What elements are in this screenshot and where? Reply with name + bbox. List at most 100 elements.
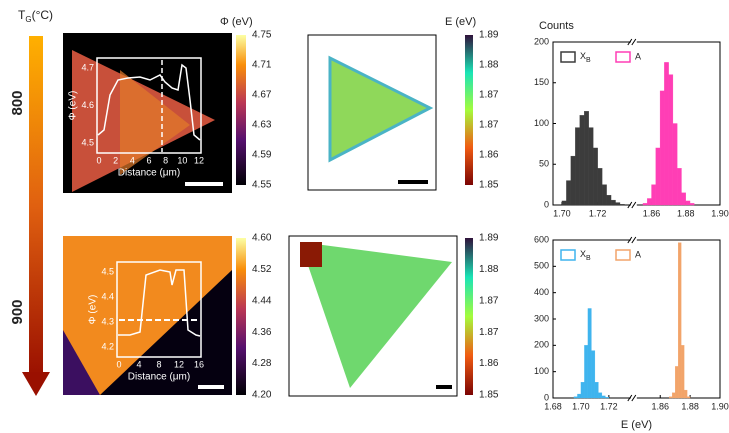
break-mark bbox=[627, 394, 633, 402]
profile-line bbox=[118, 269, 201, 337]
colorbar-tick-label: 1.87 bbox=[479, 327, 499, 338]
histogram-bar bbox=[591, 350, 596, 399]
histogram-bar bbox=[669, 396, 673, 399]
y-tick-label: 150 bbox=[534, 77, 549, 87]
x-tick-label: 1.88 bbox=[677, 208, 695, 218]
histogram-bar bbox=[642, 203, 648, 206]
legend-label: XB bbox=[580, 51, 591, 63]
break-mark bbox=[631, 394, 637, 402]
colorbar bbox=[236, 35, 246, 185]
colorbar-tick-label: 4.67 bbox=[252, 90, 272, 101]
x-tick-label: 1.88 bbox=[681, 401, 699, 411]
colorbar-tick-label: 1.88 bbox=[479, 60, 499, 71]
colorbar-tick-label: 4.63 bbox=[252, 120, 272, 131]
colorbar bbox=[465, 35, 473, 185]
scale-bar bbox=[436, 385, 452, 389]
profile-x-tick: 12 bbox=[194, 155, 204, 165]
colorbar-tick-label: 1.87 bbox=[479, 90, 499, 101]
histogram-bar bbox=[570, 155, 576, 206]
colorbar-tick-label: 1.87 bbox=[479, 295, 499, 306]
y-tick-label: 300 bbox=[534, 313, 549, 323]
histogram-bar bbox=[681, 345, 685, 399]
legend-swatch bbox=[560, 249, 576, 261]
histogram-bar bbox=[672, 392, 676, 399]
histogram-bar bbox=[655, 147, 661, 206]
histogram-bar bbox=[601, 395, 606, 399]
colorbar-tick-label: 4.60 bbox=[252, 233, 272, 244]
break-mark bbox=[627, 38, 633, 46]
profile-x-label: Distance (μm) bbox=[118, 168, 180, 179]
break-mark bbox=[631, 236, 637, 244]
profile-y-tick: 4.6 bbox=[81, 100, 94, 110]
colorbar-tick-label: 4.36 bbox=[252, 327, 272, 338]
x-tick-label: 1.70 bbox=[572, 401, 590, 411]
histogram-bar bbox=[678, 242, 682, 399]
scale-bar bbox=[398, 180, 428, 184]
profile-x-tick: 12 bbox=[174, 359, 184, 369]
profile-y-tick: 4.4 bbox=[101, 291, 114, 301]
histogram-bar bbox=[685, 200, 691, 206]
histogram-bar bbox=[683, 389, 688, 399]
histogram-bar bbox=[575, 127, 580, 206]
colorbar-tick-label: 4.75 bbox=[252, 30, 272, 41]
temperature-arrow bbox=[29, 36, 43, 376]
colorbar bbox=[465, 238, 473, 395]
profile-x-tick: 8 bbox=[156, 359, 161, 369]
y-tick-label: 600 bbox=[534, 234, 549, 244]
profile-x-tick: 10 bbox=[177, 155, 187, 165]
histogram-bar bbox=[606, 195, 612, 206]
profile-x-label: Distance (μm) bbox=[128, 372, 190, 383]
break-mark bbox=[631, 201, 637, 209]
profile-y-tick: 4.5 bbox=[101, 266, 114, 276]
profile-y-label: Φ (eV) bbox=[68, 91, 79, 121]
profile-x-tick: 4 bbox=[136, 359, 141, 369]
x-tick-label: 1.90 bbox=[711, 208, 729, 218]
profile-y-tick: 4.3 bbox=[101, 316, 114, 326]
x-tick-label: 1.86 bbox=[651, 401, 669, 411]
histogram-bar bbox=[594, 382, 599, 399]
y-tick-label: 400 bbox=[534, 287, 549, 297]
colorbar-tick-label: 4.44 bbox=[252, 295, 272, 306]
profile-x-tick: 8 bbox=[163, 155, 168, 165]
y-tick-label: 100 bbox=[534, 366, 549, 376]
scale-bar bbox=[185, 182, 223, 186]
y-tick-label: 50 bbox=[539, 159, 549, 169]
x-tick-label: 1.70 bbox=[553, 208, 571, 218]
y-tick-label: 0 bbox=[544, 199, 549, 209]
colorbar-tick-label: 4.20 bbox=[252, 390, 272, 401]
profile-frame bbox=[96, 57, 202, 154]
histogram-bar bbox=[664, 62, 669, 206]
profile-x-tick: 0 bbox=[116, 359, 121, 369]
histogram-bar bbox=[689, 203, 695, 206]
profile-x-tick: 6 bbox=[146, 155, 151, 165]
histogram-bar bbox=[584, 111, 589, 206]
histogram-bar bbox=[573, 396, 578, 399]
legend-label: XB bbox=[580, 249, 591, 261]
x-tick-label: 1.72 bbox=[600, 401, 618, 411]
legend-swatch bbox=[615, 249, 631, 261]
profile-x-tick: 16 bbox=[194, 359, 204, 369]
axes-frame bbox=[552, 239, 721, 399]
pl-flake bbox=[300, 242, 452, 388]
histogram-bar bbox=[584, 345, 589, 399]
colorbar-tick-label: 1.86 bbox=[479, 358, 499, 369]
arrow-head bbox=[22, 372, 50, 396]
histogram-bar bbox=[675, 366, 679, 399]
y-tick-label: 200 bbox=[534, 36, 549, 46]
histogram-bar bbox=[619, 204, 625, 206]
colorbar-tick-label: 1.89 bbox=[479, 233, 499, 244]
histogram-bar bbox=[593, 147, 598, 206]
colorbar-tick-label: 1.88 bbox=[479, 264, 499, 275]
histogram-bar bbox=[601, 184, 607, 206]
profile-x-tick: 2 bbox=[113, 155, 118, 165]
scale-bar bbox=[198, 385, 224, 389]
histogram-bar bbox=[561, 200, 567, 206]
x-axis-label: E (eV) bbox=[621, 419, 652, 431]
histogram-bar bbox=[579, 115, 585, 206]
break-mark bbox=[627, 236, 633, 244]
profile-y-tick: 4.2 bbox=[101, 341, 114, 351]
profile-y-label: Φ (eV) bbox=[88, 295, 99, 325]
row-label: 900 bbox=[9, 299, 26, 324]
histogram-bar bbox=[588, 127, 594, 206]
temperature-label: TG(°C) bbox=[18, 8, 53, 24]
